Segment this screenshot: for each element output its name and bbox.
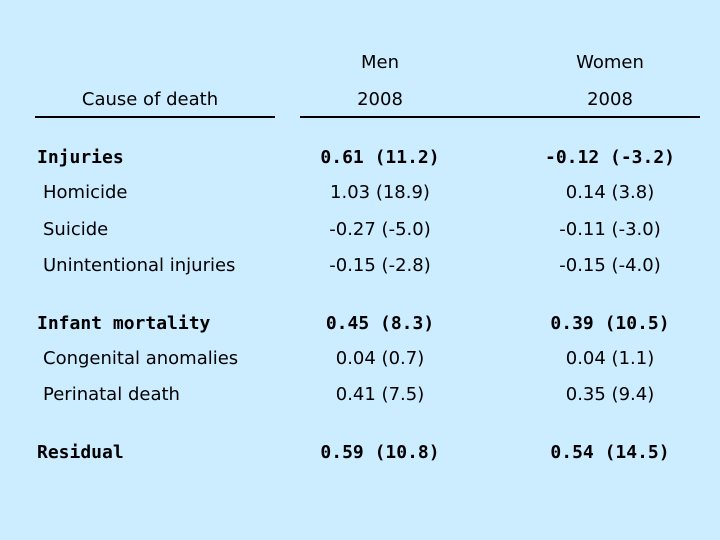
row-label-suicide: Suicide <box>43 219 109 240</box>
row-value-men-congenital-anomalies: 0.04 (0.7) <box>335 348 425 369</box>
row-label-unintentional-injuries: Unintentional injuries <box>43 255 236 276</box>
column-year-men: 2008 <box>357 89 403 110</box>
row-value-women-suicide: -0.11 (-3.0) <box>559 219 661 240</box>
row-value-women-injuries: -0.12 (-3.2) <box>544 147 676 168</box>
row-label-congenital-anomalies: Congenital anomalies <box>43 348 239 369</box>
row-value-men-suicide: -0.27 (-5.0) <box>329 219 431 240</box>
row-label-perinatal-death: Perinatal death <box>43 384 180 405</box>
row-value-men-residual: 0.59 (10.8) <box>320 442 440 463</box>
row-value-men-unintentional-injuries: -0.15 (-2.8) <box>329 255 431 276</box>
row-value-women-residual: 0.54 (14.5) <box>550 442 670 463</box>
row-label-injuries: Injuries <box>37 147 124 168</box>
row-label-homicide: Homicide <box>43 182 128 203</box>
column-header-men: Men <box>360 52 400 73</box>
row-value-women-homicide: 0.14 (3.8) <box>565 182 655 203</box>
row-value-women-congenital-anomalies: 0.04 (1.1) <box>565 348 655 369</box>
row-value-women-infant-mortality: 0.39 (10.5) <box>550 313 670 334</box>
row-value-men-infant-mortality: 0.45 (8.3) <box>325 313 435 334</box>
column-header-women: Women <box>576 52 644 73</box>
row-value-women-unintentional-injuries: -0.15 (-4.0) <box>559 255 661 276</box>
header-rule-left <box>35 116 275 118</box>
row-label-residual: Residual <box>37 442 124 463</box>
row-value-men-perinatal-death: 0.41 (7.5) <box>335 384 425 405</box>
row-value-men-injuries: 0.61 (11.2) <box>320 147 440 168</box>
column-header-cause: Cause of death <box>81 89 219 110</box>
row-value-women-perinatal-death: 0.35 (9.4) <box>565 384 655 405</box>
row-value-men-homicide: 1.03 (18.9) <box>330 182 430 203</box>
header-rule-right <box>300 116 700 118</box>
row-label-infant-mortality: Infant mortality <box>37 313 211 334</box>
column-year-women: 2008 <box>587 89 633 110</box>
